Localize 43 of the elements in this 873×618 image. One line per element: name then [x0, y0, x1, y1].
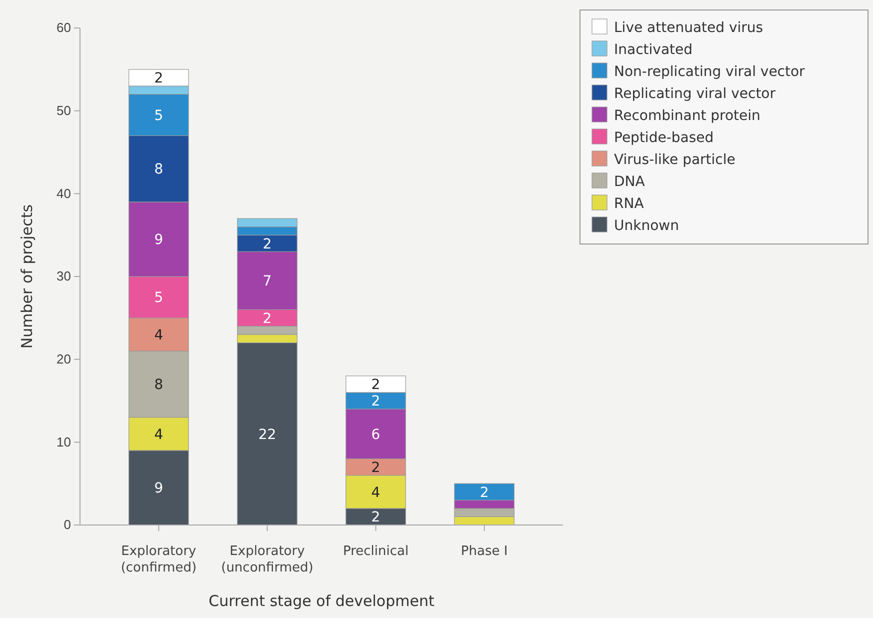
- data-label: 5: [154, 290, 164, 306]
- legend-label: Replicating viral vector: [614, 86, 776, 102]
- data-label: 5: [154, 108, 164, 124]
- legend-label: Live attenuated virus: [614, 20, 764, 36]
- y-tick-label: 0: [64, 517, 71, 532]
- legend-label: Recombinant protein: [614, 108, 760, 124]
- x-tick-label: Exploratory (unconfirmed): [221, 544, 314, 576]
- y-tick-label: 50: [56, 102, 71, 118]
- y-tick-label: 40: [56, 186, 71, 201]
- legend-label: RNA: [614, 196, 644, 212]
- data-label: 7: [262, 274, 272, 290]
- data-label: 4: [154, 426, 164, 443]
- data-label: 4: [154, 327, 164, 344]
- legend-label: DNA: [614, 174, 646, 190]
- y-tick-label: 60: [56, 20, 71, 36]
- data-label: 8: [154, 377, 164, 394]
- legend-label: Inactivated: [614, 42, 693, 58]
- data-label: 9: [154, 480, 164, 497]
- data-label: 2: [262, 236, 272, 252]
- data-label: 2: [371, 377, 380, 394]
- data-label: 6: [371, 426, 380, 443]
- data-label: 2: [371, 510, 380, 526]
- y-tick-label: 20: [56, 351, 71, 366]
- data-label: 2: [371, 394, 380, 410]
- data-label: 2: [154, 70, 164, 87]
- x-axis-title: Current stage of development: [208, 592, 434, 610]
- y-tick-label: 10: [56, 434, 71, 450]
- x-tick-label: Exploratory (confirmed): [120, 544, 197, 576]
- legend-label: Non-replicating viral vector: [614, 64, 806, 80]
- y-tick-label: 30: [56, 268, 71, 284]
- data-label: 22: [258, 426, 276, 443]
- legend-label: Unknown: [614, 218, 679, 234]
- data-label: 2: [480, 484, 489, 501]
- data-label: 8: [154, 162, 164, 178]
- legend-label: Virus-like particle: [614, 152, 736, 168]
- data-label: 4: [371, 484, 380, 501]
- data-label: 2: [371, 460, 380, 476]
- x-tick-label: Phase I: [460, 544, 508, 559]
- y-axis-title: Number of projects: [18, 204, 36, 349]
- data-label: 2: [262, 310, 272, 327]
- data-label: 9: [154, 232, 164, 248]
- legend-label: Peptide-based: [614, 130, 714, 146]
- x-tick-label: Preclinical: [342, 544, 409, 559]
